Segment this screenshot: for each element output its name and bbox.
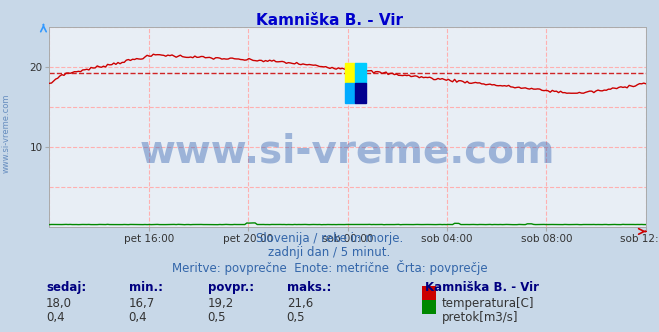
Text: povpr.:: povpr.: <box>208 281 254 293</box>
Text: 18,0: 18,0 <box>46 297 72 310</box>
Text: Slovenija / reke in morje.: Slovenija / reke in morje. <box>256 232 403 245</box>
Bar <box>345 63 355 83</box>
Bar <box>355 63 366 83</box>
Text: pretok[m3/s]: pretok[m3/s] <box>442 311 518 324</box>
Text: 0,4: 0,4 <box>46 311 65 324</box>
Text: min.:: min.: <box>129 281 163 293</box>
Text: 0,4: 0,4 <box>129 311 147 324</box>
Text: 19,2: 19,2 <box>208 297 234 310</box>
Text: www.si-vreme.com: www.si-vreme.com <box>2 93 11 173</box>
Text: 16,7: 16,7 <box>129 297 155 310</box>
Text: 21,6: 21,6 <box>287 297 313 310</box>
Bar <box>355 83 366 103</box>
Text: www.si-vreme.com: www.si-vreme.com <box>140 132 556 170</box>
Text: 0,5: 0,5 <box>287 311 305 324</box>
Text: temperatura[C]: temperatura[C] <box>442 297 534 310</box>
Bar <box>345 83 355 103</box>
Text: sedaj:: sedaj: <box>46 281 86 293</box>
Text: zadnji dan / 5 minut.: zadnji dan / 5 minut. <box>268 246 391 259</box>
Text: 0,5: 0,5 <box>208 311 226 324</box>
Text: maks.:: maks.: <box>287 281 331 293</box>
Text: Meritve: povprečne  Enote: metrične  Črta: povprečje: Meritve: povprečne Enote: metrične Črta:… <box>172 260 487 275</box>
Text: Kamniška B. - Vir: Kamniška B. - Vir <box>425 281 539 293</box>
Text: Kamniška B. - Vir: Kamniška B. - Vir <box>256 13 403 28</box>
